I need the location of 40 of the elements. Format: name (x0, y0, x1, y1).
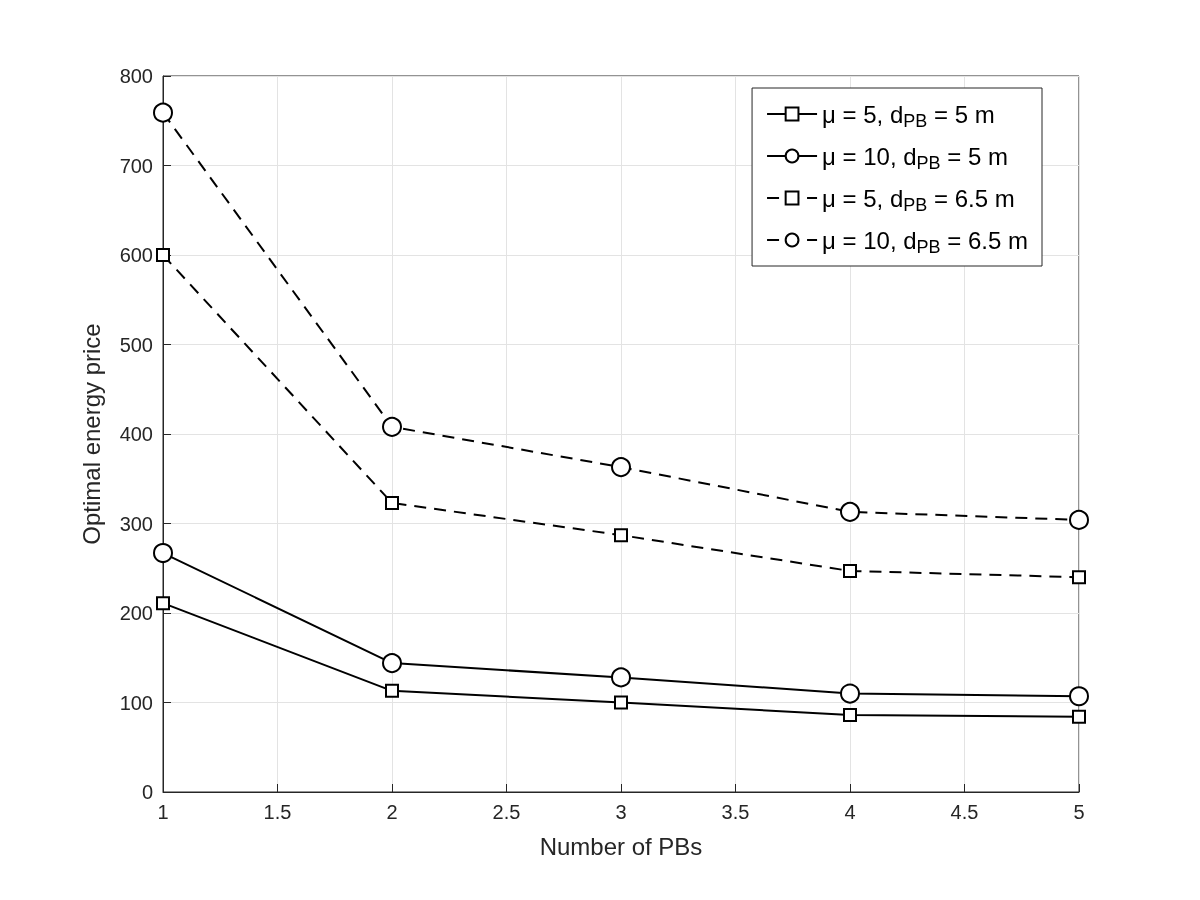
point (840, 501, 860, 522)
point (843, 563, 857, 578)
point (385, 683, 399, 698)
x-tick-label: 2 (386, 801, 398, 823)
x-tick-label: 3 (615, 801, 627, 823)
point (614, 695, 628, 710)
x-tick-label: 5 (1073, 801, 1085, 823)
point (1072, 709, 1086, 724)
point (385, 495, 399, 510)
y-tick-label: 400 (119, 423, 153, 445)
point (840, 683, 860, 704)
x-tick-label: 1 (157, 801, 169, 823)
x-tick-label: 3.5 (721, 801, 750, 823)
x-axis-title: Number of PBs (539, 832, 703, 860)
x-tick-label: 4 (844, 801, 856, 823)
y-tick-label: 500 (119, 333, 153, 356)
y-tick-label: 600 (119, 244, 153, 266)
point (614, 528, 628, 543)
y-tick-label: 300 (119, 512, 153, 535)
point (156, 596, 170, 611)
point (1072, 570, 1086, 585)
point (156, 248, 170, 262)
x-tick-label: 1.5 (263, 801, 292, 823)
point (611, 667, 631, 688)
x-tick-label: 2.5 (492, 801, 521, 823)
point (611, 457, 631, 478)
x-tick-label: 4.5 (950, 801, 979, 823)
y-tick-label: 0 (141, 781, 153, 803)
y-tick-label: 700 (119, 154, 153, 177)
y-tick-label: 100 (119, 691, 153, 714)
y-tick-label: 200 (119, 602, 153, 624)
point (153, 543, 173, 564)
point (382, 416, 402, 437)
point (843, 708, 857, 723)
y-tick-label: 800 (119, 65, 153, 87)
point (153, 102, 173, 123)
point (382, 653, 402, 674)
point (1069, 686, 1089, 707)
y-axis-title: Optimal energy price (77, 323, 105, 545)
point (1069, 509, 1089, 530)
